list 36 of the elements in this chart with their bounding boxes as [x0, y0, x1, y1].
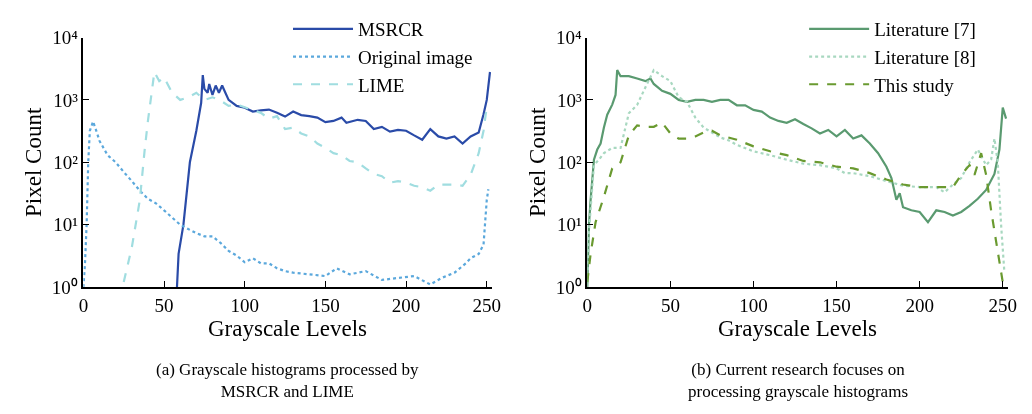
- y-tick-label: 10¹: [53, 214, 79, 236]
- x-axis-title: Grayscale Levels: [207, 315, 368, 341]
- legend-label: Literature [8]: [874, 46, 976, 68]
- y-tick-label: 10³: [557, 89, 583, 111]
- x-tick-label: 100: [739, 294, 768, 316]
- x-tick-label: 200: [905, 294, 934, 316]
- legend-label: Original image: [358, 46, 473, 68]
- x-tick-label: 50: [154, 294, 174, 316]
- y-tick-label: 10²: [557, 151, 583, 173]
- x-tick-label: 150: [311, 294, 340, 316]
- y-axis-title: Pixel Count: [524, 107, 550, 217]
- legend-label: Literature [7]: [874, 19, 976, 41]
- legend-label: LIME: [358, 74, 405, 96]
- y-tick-label: 10⁰: [51, 276, 78, 298]
- legend-label: This study: [874, 74, 955, 96]
- x-tick-label: 0: [78, 294, 89, 316]
- text: (b) Current research focuses on processing grayscale histograms: [688, 360, 908, 402]
- y-tick-label: 10¹: [557, 214, 583, 236]
- x-tick-label: 0: [582, 294, 593, 316]
- y-tick-label: 10⁴: [556, 27, 583, 49]
- y-tick-label: 10⁰: [555, 276, 582, 298]
- line-series: [175, 70, 492, 288]
- y-tick-label: 10⁴: [52, 27, 79, 49]
- text: (a) Grayscale histograms processed by MSRCR and LIME: [156, 360, 419, 402]
- y-tick-label: 10²: [53, 151, 79, 173]
- y-axis-title: Pixel Count: [20, 107, 46, 217]
- legend-label: MSRCR: [358, 19, 424, 41]
- y-tick-label: 10³: [53, 89, 79, 111]
- x-axis-title: Grayscale Levels: [718, 315, 878, 341]
- x-tick-label: 250: [988, 294, 1017, 316]
- x-tick-label: 150: [822, 294, 851, 316]
- x-tick-label: 200: [391, 294, 421, 316]
- x-tick-label: 50: [660, 294, 680, 316]
- x-tick-label: 100: [230, 294, 259, 316]
- x-tick-label: 250: [472, 294, 502, 316]
- line-series: [587, 121, 1004, 284]
